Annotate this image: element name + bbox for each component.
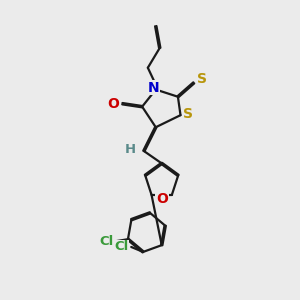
Text: Cl: Cl (114, 241, 128, 254)
Text: N: N (148, 81, 160, 94)
Text: H: H (124, 142, 136, 155)
Text: O: O (156, 192, 168, 206)
Text: O: O (107, 97, 119, 111)
Text: S: S (183, 107, 194, 121)
Text: S: S (197, 72, 207, 86)
Text: Cl: Cl (99, 235, 113, 248)
